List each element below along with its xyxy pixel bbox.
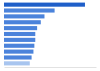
bars [4,3,85,66]
bar [4,32,35,36]
bar [4,55,32,59]
bar [4,61,30,65]
bar [4,38,35,42]
bar [4,14,44,18]
x-axis [5,67,97,68]
bar [4,20,41,24]
axis-line [5,67,97,68]
bar [4,50,33,54]
chart [0,0,100,71]
bar [4,3,85,7]
bar [4,26,37,30]
bar [4,44,34,48]
bar [4,8,55,12]
